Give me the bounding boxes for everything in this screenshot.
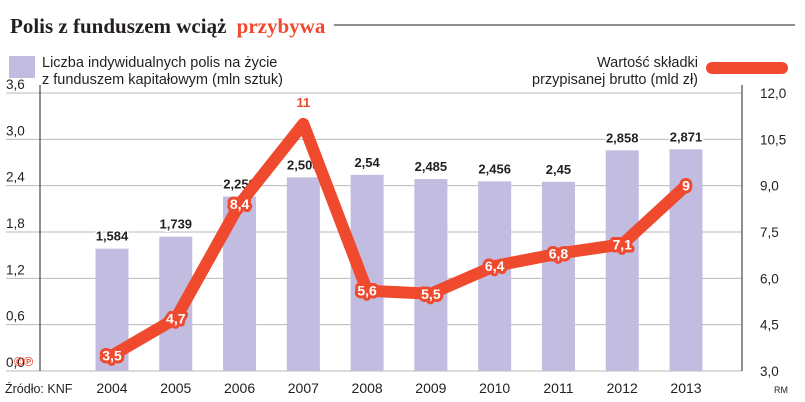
left-tick-label: 2,4 [6,170,25,185]
legend-line-label-line1: Wartość składki [597,55,698,71]
bar [605,150,639,371]
x-tick-label: 2005 [160,380,191,396]
legend-bar-label-line1: Liczba indywidualnych polis na życie [42,55,277,71]
line-value-label: 5,5 [421,286,441,302]
left-tick-label: 3,6 [6,77,25,92]
chart-title-main: Polis z funduszem wciąż [10,14,226,38]
line-value-label: 7,1 [612,236,632,252]
line-value-label: 4,7 [166,310,186,326]
right-tick-label: 3,0 [760,364,779,379]
right-tick-label: 12,0 [760,86,786,101]
line-value-label: 8,4 [230,196,250,212]
right-tick-label: 9,0 [760,179,779,194]
chart-title: Polis z funduszem wciąż przybywa [10,14,326,38]
legend-bar-swatch [9,56,35,78]
bar-series [95,149,703,371]
right-tick-label: 6,0 [760,271,779,286]
x-tick-label: 2004 [96,380,127,396]
line-path [106,117,692,362]
left-axis: 0,0 0,6 1,2 1,8 2,4 3,0 3,6 [6,77,41,371]
chart-title-accent: przybywa [237,14,326,38]
x-tick-label: 2009 [415,380,446,396]
bar-value-label: 1,739 [160,217,193,232]
right-tick-label: 7,5 [760,225,779,240]
right-tick-label: 4,5 [760,318,779,333]
author-initials: RM [774,385,788,395]
line-value-label: 11 [296,95,310,110]
source-note: Źródło: KNF [5,381,73,396]
x-tick-label: 2011 [543,380,573,396]
bar [286,177,320,371]
left-tick-label: 1,8 [6,216,25,231]
x-tick-label: 2008 [352,380,383,396]
x-tick-label: 2010 [479,380,510,396]
legend-line-label-line2: przypisanej brutto (mld zł) [532,72,698,88]
bar-value-label: 2,45 [546,162,571,177]
right-axis: 3,0 4,5 6,0 7,5 9,0 10,5 12,0 [741,85,786,379]
bar-value-label: 2,858 [606,130,639,145]
line-value-label: 9 [682,178,690,194]
x-tick-label: 2012 [607,380,638,396]
bar [414,179,448,371]
x-tick-label: 2013 [670,380,701,396]
bar-value-label: 2,871 [670,129,703,144]
left-tick-label: 0,6 [6,309,25,324]
x-tick-label: 2007 [288,380,319,396]
copyright-mark: ©℗ [14,354,34,369]
right-tick-label: 10,5 [760,132,786,147]
line-value-label: 5,6 [357,283,377,299]
line-value-label: 3,5 [102,348,122,364]
line-value-label: 6,4 [485,258,505,274]
left-tick-label: 0,0 [6,355,25,370]
x-tick-label: 2006 [224,380,255,396]
line-value-label: 6,8 [549,246,569,262]
bar-value-label: 2,456 [478,161,511,176]
bar-value-label: 1,584 [96,229,129,244]
bar-value-label: 2,485 [415,159,448,174]
bar-value-label: 2,54 [354,155,380,170]
bar [541,181,575,371]
left-tick-label: 1,2 [6,262,25,277]
line-series: 3,5 4,7 8,4 11 5,6 5,5 6,4 6,8 7,1 9 [99,95,693,367]
x-axis: 2004 2005 2006 2007 2008 2009 2010 2011 2012 2013 [96,380,701,396]
left-tick-label: 3,0 [6,123,25,138]
legend-bar-label-line2: z funduszem kapitałowym (mln sztuk) [42,72,283,88]
